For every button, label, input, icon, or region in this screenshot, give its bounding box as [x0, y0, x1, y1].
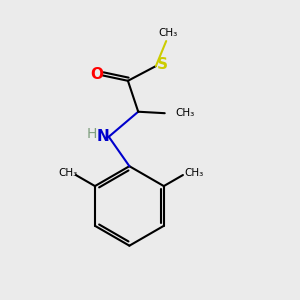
Text: H: H — [86, 127, 97, 141]
Text: CH₃: CH₃ — [58, 168, 77, 178]
Text: CH₃: CH₃ — [184, 168, 204, 178]
Text: CH₃: CH₃ — [158, 28, 177, 38]
Text: S: S — [157, 57, 168, 72]
Text: CH₃: CH₃ — [175, 108, 194, 118]
Text: O: O — [90, 67, 103, 82]
Text: N: N — [97, 129, 110, 144]
